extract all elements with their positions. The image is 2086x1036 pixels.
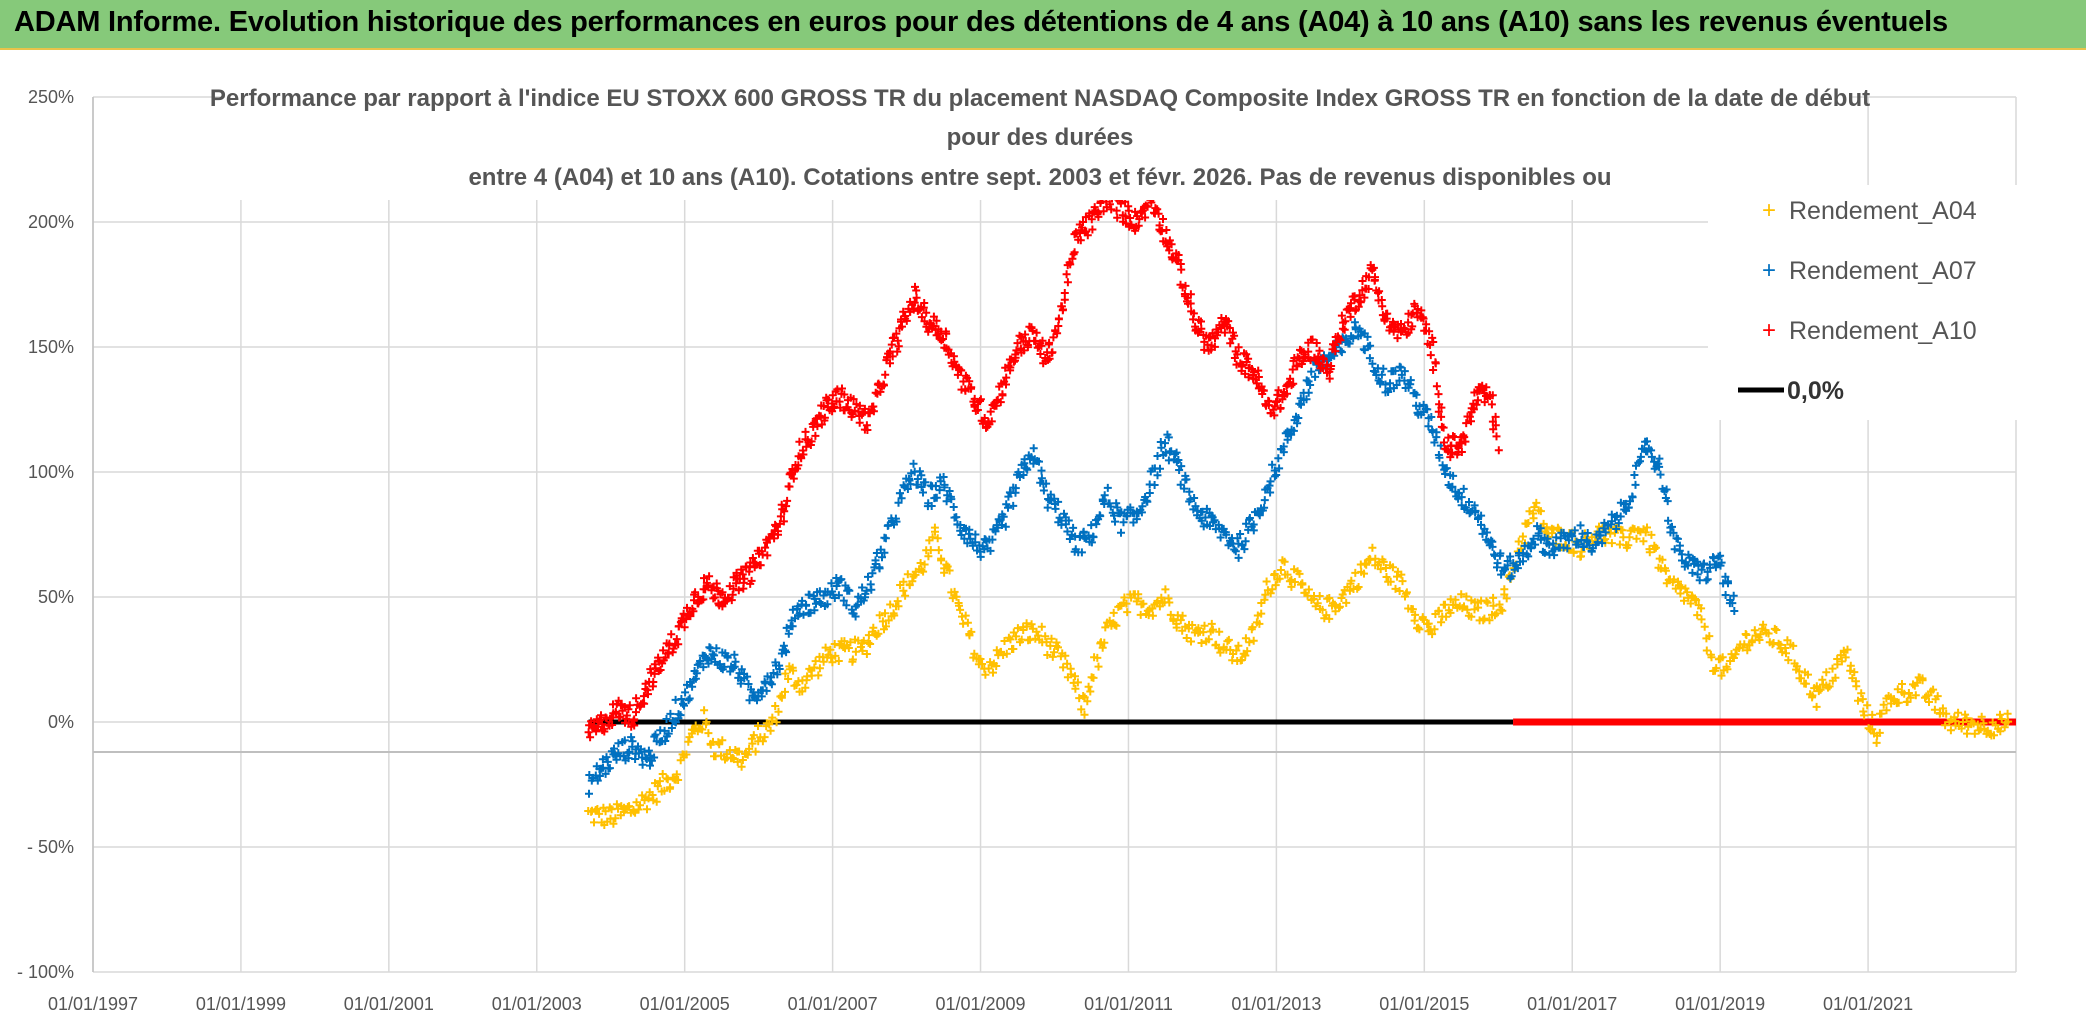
- x-tick-label: 01/01/2007: [788, 994, 878, 1014]
- series-markers-rendement_a04: [584, 498, 2013, 829]
- x-tick-label: 01/01/2017: [1527, 994, 1617, 1014]
- y-tick-label: 50%: [38, 587, 74, 607]
- legend-item-a10: + Rendement_A10: [1762, 317, 1977, 345]
- legend-item-zero: 0,0%: [1738, 377, 1844, 405]
- report-title: ADAM Informe. Evolution historique des p…: [14, 6, 1948, 38]
- x-tick-label: 01/01/2015: [1379, 994, 1469, 1014]
- x-tick-label: 01/01/2009: [935, 994, 1025, 1014]
- x-axis-ticks: 01/01/1997 01/01/1999 01/01/2001 01/01/2003…: [48, 994, 1913, 1014]
- y-tick-label: - 100%: [17, 962, 74, 982]
- series-rendement_a04: [584, 498, 2013, 829]
- x-tick-label: 01/01/2019: [1675, 994, 1765, 1014]
- x-tick-label: 01/01/2003: [492, 994, 582, 1014]
- series-markers-rendement_a07: [585, 318, 1739, 798]
- chart-title-line-3: entre 4 (A04) et 10 ans (A10). Cotations…: [468, 164, 1611, 191]
- legend-item-a07: + Rendement_A07: [1762, 257, 1977, 285]
- y-tick-label: 100%: [28, 462, 74, 482]
- chart-title-line-2: pour des durées: [947, 124, 1134, 151]
- data-series: [584, 186, 2013, 829]
- chart-title-line-1: Performance par rapport à l'indice EU ST…: [210, 85, 1870, 112]
- x-tick-label: 01/01/2013: [1231, 994, 1321, 1014]
- chart-title: Performance par rapport à l'indice EU ST…: [210, 72, 1870, 200]
- legend-label-a07: Rendement_A07: [1789, 257, 1977, 285]
- report-banner: ADAM Informe. Evolution historique des p…: [0, 0, 2086, 50]
- y-tick-label: 200%: [28, 212, 74, 232]
- series-rendement_a07: [585, 318, 1739, 798]
- x-tick-label: 01/01/2021: [1823, 994, 1913, 1014]
- x-tick-label: 01/01/2001: [344, 994, 434, 1014]
- chart-title-background: [225, 72, 1850, 200]
- legend-marker-a10: +: [1762, 317, 1776, 344]
- chart-frame: 250% 200% 150% 100% 50% 0% - 50% - 100% 01/01/1…: [0, 50, 2086, 1031]
- y-tick-label: 250%: [28, 87, 74, 107]
- legend-marker-a07: +: [1762, 257, 1776, 284]
- legend-label-zero: 0,0%: [1787, 377, 1844, 405]
- y-tick-label: 150%: [28, 337, 74, 357]
- y-tick-label: 0%: [48, 712, 74, 732]
- x-axis-line: [92, 97, 2016, 972]
- x-tick-label: 01/01/1999: [196, 994, 286, 1014]
- x-tick-label: 01/01/2011: [1084, 994, 1173, 1014]
- series-markers-rendement_a10: [584, 186, 1503, 742]
- x-tick-label: 01/01/2005: [640, 994, 730, 1014]
- legend-item-a04: + Rendement_A04: [1762, 197, 1977, 225]
- performance-chart: 250% 200% 150% 100% 50% 0% - 50% - 100% 01/01/1…: [0, 50, 2086, 1031]
- legend-label-a04: Rendement_A04: [1789, 197, 1977, 225]
- legend-background: [1708, 185, 2018, 420]
- series-rendement_a10: [584, 186, 1503, 742]
- y-tick-label: - 50%: [27, 837, 74, 857]
- chart-legend: + Rendement_A04 + Rendement_A07 + Rendem…: [1708, 185, 2018, 420]
- legend-marker-a04: +: [1762, 197, 1776, 224]
- legend-label-a10: Rendement_A10: [1789, 317, 1977, 345]
- y-axis-ticks: 250% 200% 150% 100% 50% 0% - 50% - 100%: [17, 87, 74, 982]
- x-tick-label: 01/01/1997: [48, 994, 138, 1014]
